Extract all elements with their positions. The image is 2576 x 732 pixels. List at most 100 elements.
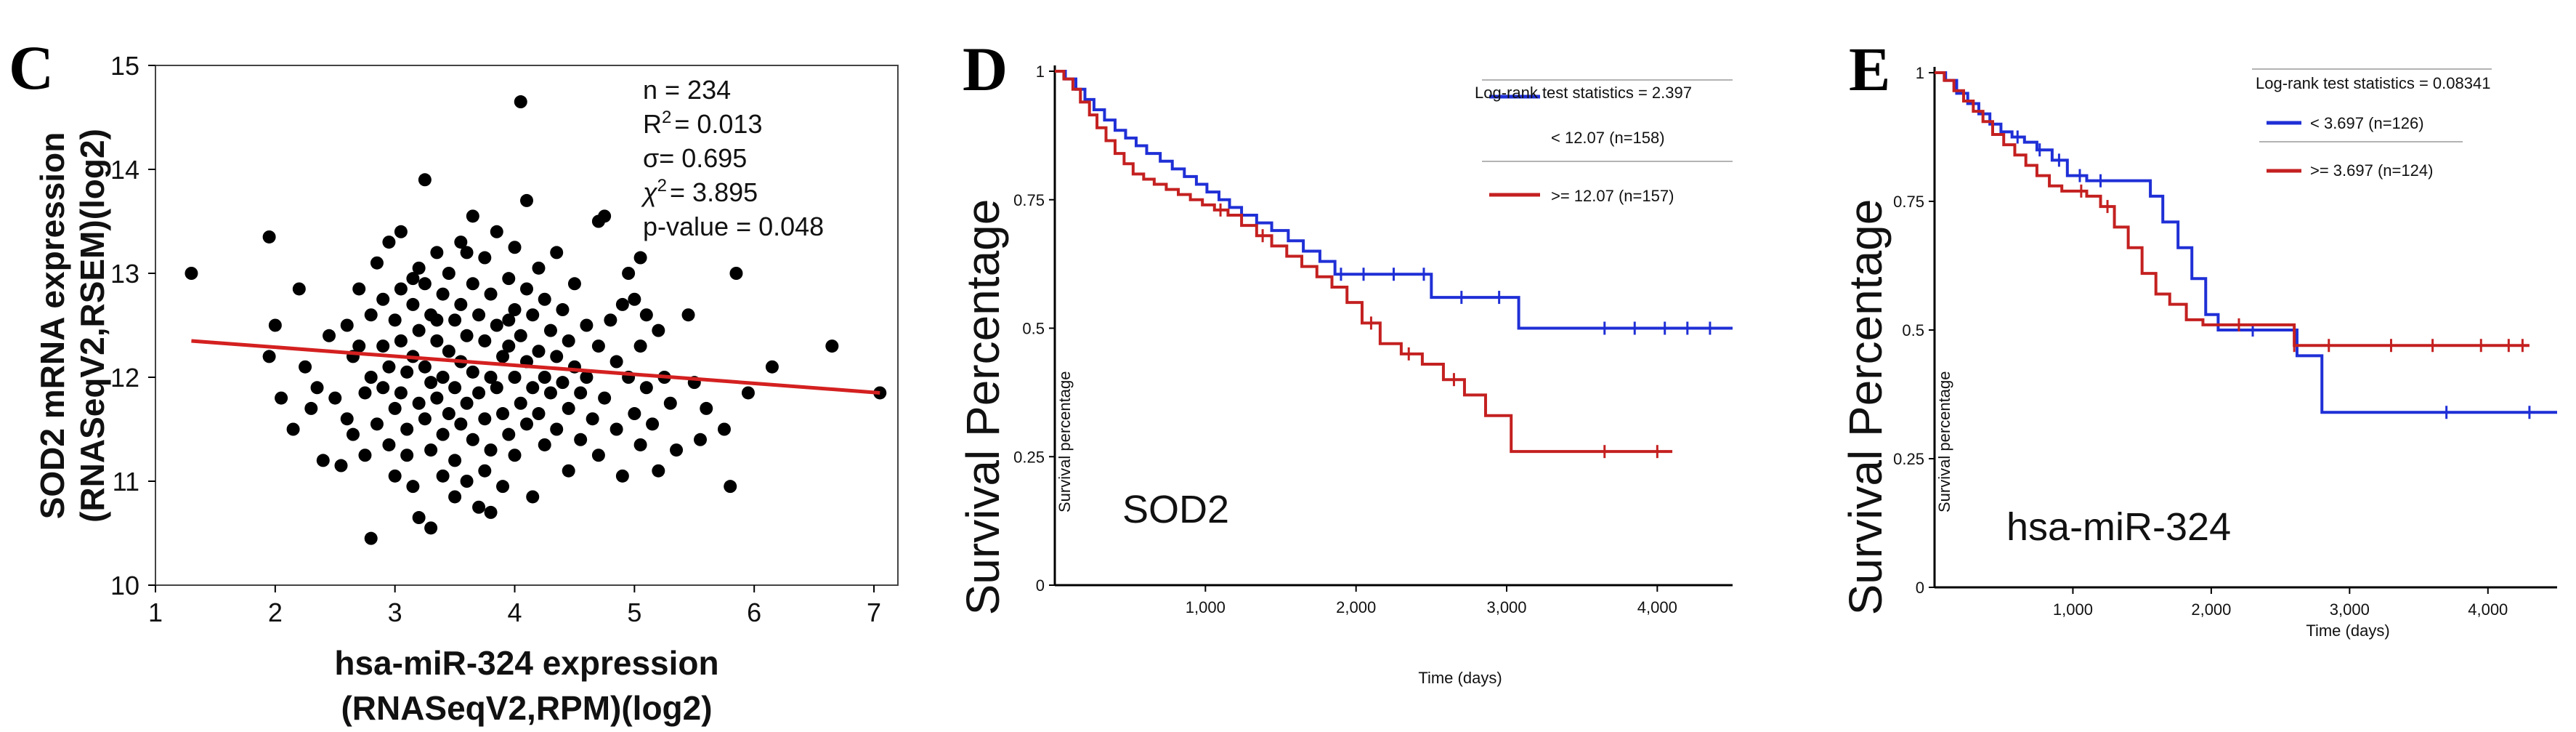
survival-legend-d: [1482, 79, 1733, 197]
scatter-y-label-line1: SOD2 mRNA expression: [33, 132, 71, 520]
scatter-point: [508, 303, 522, 317]
scatter-point: [376, 292, 390, 306]
y-tick-label: 14: [110, 155, 139, 185]
scatter-point: [340, 318, 354, 332]
scatter-y-label-line2: (RNASeqV2,RSEM)(log2): [73, 129, 111, 523]
survival-y-label-d: Survival Percentage: [957, 199, 1009, 616]
scatter-point: [430, 313, 444, 327]
scatter-point: [502, 427, 516, 441]
scatter-point: [514, 396, 527, 410]
legend-label-low-e: < 3.697 (n=126): [2310, 114, 2424, 132]
scatter-point: [448, 490, 462, 504]
scatter-point: [502, 313, 516, 327]
scatter-point: [412, 396, 426, 410]
scatter-point: [586, 412, 599, 426]
scatter-point: [520, 417, 533, 431]
scatter-point: [615, 297, 629, 311]
scatter-point: [376, 381, 390, 395]
scatter-point: [382, 360, 396, 374]
scatter-point: [310, 381, 324, 395]
scatter-point: [562, 464, 575, 478]
scatter-point: [681, 308, 695, 322]
panel-letter-e: E: [1849, 34, 1890, 104]
x-tick-label: 6: [747, 598, 761, 627]
scatter-point: [466, 433, 479, 446]
scatter-point: [633, 438, 647, 451]
scatter-point: [185, 267, 198, 280]
scatter-point: [580, 371, 594, 384]
scatter-point: [364, 371, 378, 384]
scatter-y-ticks: 10 11 12 13 14 15: [110, 51, 155, 600]
scatter-point: [562, 401, 575, 415]
scatter-point: [490, 381, 503, 395]
survival-x-label-d: Time (days): [1418, 669, 1502, 687]
scatter-point: [334, 459, 348, 472]
legend-label-high-e: >= 3.697 (n=124): [2310, 161, 2433, 180]
scatter-point: [484, 371, 498, 384]
scatter-point: [286, 422, 300, 436]
scatter-point: [825, 339, 839, 353]
gene-label-d: SOD2: [1122, 488, 1229, 531]
scatter-point: [460, 396, 474, 410]
x-tick-label: 4: [508, 598, 522, 627]
x-tick-label: 2: [268, 598, 283, 627]
scatter-point: [700, 401, 713, 415]
scatter-point: [358, 386, 372, 400]
y-tick-label: 13: [110, 259, 139, 289]
x-tick-label: 1: [148, 598, 163, 627]
scatter-point: [639, 381, 653, 395]
scatter-point: [615, 469, 629, 483]
y-tick-label: 0.25: [1013, 448, 1045, 466]
scatter-point: [520, 282, 533, 296]
scatter-point: [346, 427, 360, 441]
scatter-point: [652, 464, 665, 478]
scatter-point: [418, 412, 432, 426]
survival-y-label-e: Survival Percentage: [1839, 199, 1892, 616]
y-tick-label: 0.75: [1013, 191, 1045, 209]
scatter-point: [526, 308, 540, 322]
scatter-x-ticks: 1 2 3 4 5 6 7: [148, 585, 881, 627]
scatter-point: [514, 329, 527, 342]
scatter-point: [472, 386, 486, 400]
scatter-point: [550, 350, 564, 363]
scatter-point: [442, 407, 455, 421]
scatter-point: [430, 246, 444, 260]
x-tick-label: 3: [388, 598, 402, 627]
scatter-point: [400, 449, 414, 462]
scatter-point: [717, 422, 731, 436]
scatter-point: [364, 531, 378, 545]
y-tick-label: 0.75: [1893, 193, 1924, 211]
scatter-point: [663, 396, 677, 410]
scatter-point: [633, 251, 647, 265]
scatter-point: [496, 407, 510, 421]
scatter-point: [508, 449, 522, 462]
scatter-point: [478, 251, 492, 265]
scatter-point: [328, 391, 342, 405]
scatter-point: [376, 339, 390, 353]
survival-curves-d: [1055, 70, 1733, 459]
scatter-point: [388, 469, 402, 483]
scatter-point: [436, 287, 450, 301]
scatter-point: [550, 246, 564, 260]
legend-label-high-d: >= 12.07 (n=157): [1551, 187, 1674, 205]
scatter-point: [628, 407, 641, 421]
regression-line: [191, 339, 880, 395]
scatter-point: [550, 422, 564, 436]
scatter-point: [574, 433, 588, 446]
survival-curve-0: [1055, 70, 1733, 330]
scatter-point: [472, 500, 486, 514]
scatter-point: [430, 391, 444, 405]
scatter-point: [364, 308, 378, 322]
scatter-point: [424, 443, 438, 457]
legend-label-low-d: < 12.07 (n=158): [1551, 129, 1665, 147]
scatter-point: [543, 386, 557, 400]
scatter-point: [418, 277, 432, 291]
y-tick-label: 0.5: [1902, 321, 1924, 339]
scatter-point: [412, 511, 426, 525]
survival-inner-y-label-e: Survival percentage: [1935, 371, 1953, 512]
scatter-point: [520, 193, 533, 207]
scatter-point: [591, 339, 605, 353]
